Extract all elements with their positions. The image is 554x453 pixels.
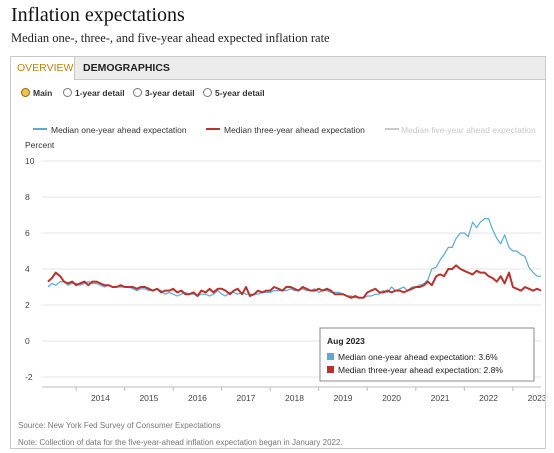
radio-1-year-label: 1-year detail — [75, 88, 125, 98]
radio-3-year-label: 3-year detail — [145, 88, 195, 98]
source-note: Source: New York Fed Survey of Consumer … — [18, 421, 221, 430]
legend-label-one-year[interactable]: Median one-year ahead expectation — [51, 125, 187, 135]
x-tick-label: 2015 — [139, 393, 158, 403]
radio-unselected-icon — [133, 88, 142, 97]
legend-label-five-year[interactable]: Median five-year ahead expectation — [401, 125, 536, 135]
y-tick-label: 0 — [25, 336, 30, 346]
footnote: Note: Collection of data for the five-ye… — [18, 438, 343, 447]
legend-label-three-year[interactable]: Median three-year ahead expectation — [224, 125, 365, 135]
radio-unselected-icon — [63, 88, 72, 97]
view-selector: Main 1-year detail 3-year detail 5-year … — [11, 85, 545, 101]
page-subtitle: Median one-, three-, and five-year ahead… — [11, 31, 330, 45]
tooltip-date: Aug 2023 — [327, 336, 365, 346]
tab-bar: OVERVIEW DEMOGRAPHICS — [11, 57, 545, 80]
tooltip-swatch-three-year — [327, 366, 334, 373]
radio-5-year-detail[interactable]: 5-year detail — [203, 85, 265, 101]
x-tick-label: 2023 — [528, 393, 545, 403]
y-tick-label: 10 — [25, 156, 35, 166]
line-chart[interactable]: Median one-year ahead expectation Median… — [11, 57, 545, 417]
x-tick-label: 2021 — [431, 393, 450, 403]
x-tick-label: 2017 — [237, 393, 256, 403]
x-tick-label: 2022 — [479, 393, 498, 403]
radio-unselected-icon — [203, 88, 212, 97]
chart-panel: OVERVIEW DEMOGRAPHICS Main 1-year detail… — [10, 56, 546, 449]
tooltip-box — [319, 327, 535, 382]
x-tick-label: 2020 — [382, 393, 401, 403]
x-tick-label: 2016 — [188, 393, 207, 403]
x-tick-label: 2018 — [285, 393, 304, 403]
x-tick-label: 2014 — [91, 393, 110, 403]
tooltip-swatch-one-year — [327, 353, 334, 360]
radio-5-year-label: 5-year detail — [215, 88, 265, 98]
y-tick-label: 8 — [25, 192, 30, 202]
tooltip-line-one-year: Median one-year ahead expectation: 3.6% — [338, 352, 498, 362]
page-title: Inflation expectations — [11, 4, 185, 26]
y-tick-label: 6 — [25, 228, 30, 238]
tab-demographics[interactable]: DEMOGRAPHICS — [83, 62, 170, 74]
x-tick-label: 2019 — [334, 393, 353, 403]
tooltip-line-three-year: Median three-year ahead expectation: 2.8… — [338, 365, 503, 375]
y-axis-label: Percent — [25, 140, 55, 150]
tab-overview[interactable]: OVERVIEW — [11, 57, 75, 80]
y-tick-label: -2 — [25, 372, 33, 382]
radio-main-label: Main — [33, 88, 53, 98]
radio-selected-icon — [21, 88, 30, 97]
series-line-three-year[interactable] — [47, 264, 542, 299]
legend: Median one-year ahead expectation Median… — [33, 125, 536, 135]
radio-3-year-detail[interactable]: 3-year detail — [133, 85, 195, 101]
y-tick-label: 2 — [25, 300, 30, 310]
radio-main[interactable]: Main — [21, 85, 52, 101]
y-tick-label: 4 — [25, 264, 30, 274]
tooltip: Aug 2023 Median one-year ahead expectati… — [319, 327, 535, 382]
radio-1-year-detail[interactable]: 1-year detail — [63, 85, 125, 101]
